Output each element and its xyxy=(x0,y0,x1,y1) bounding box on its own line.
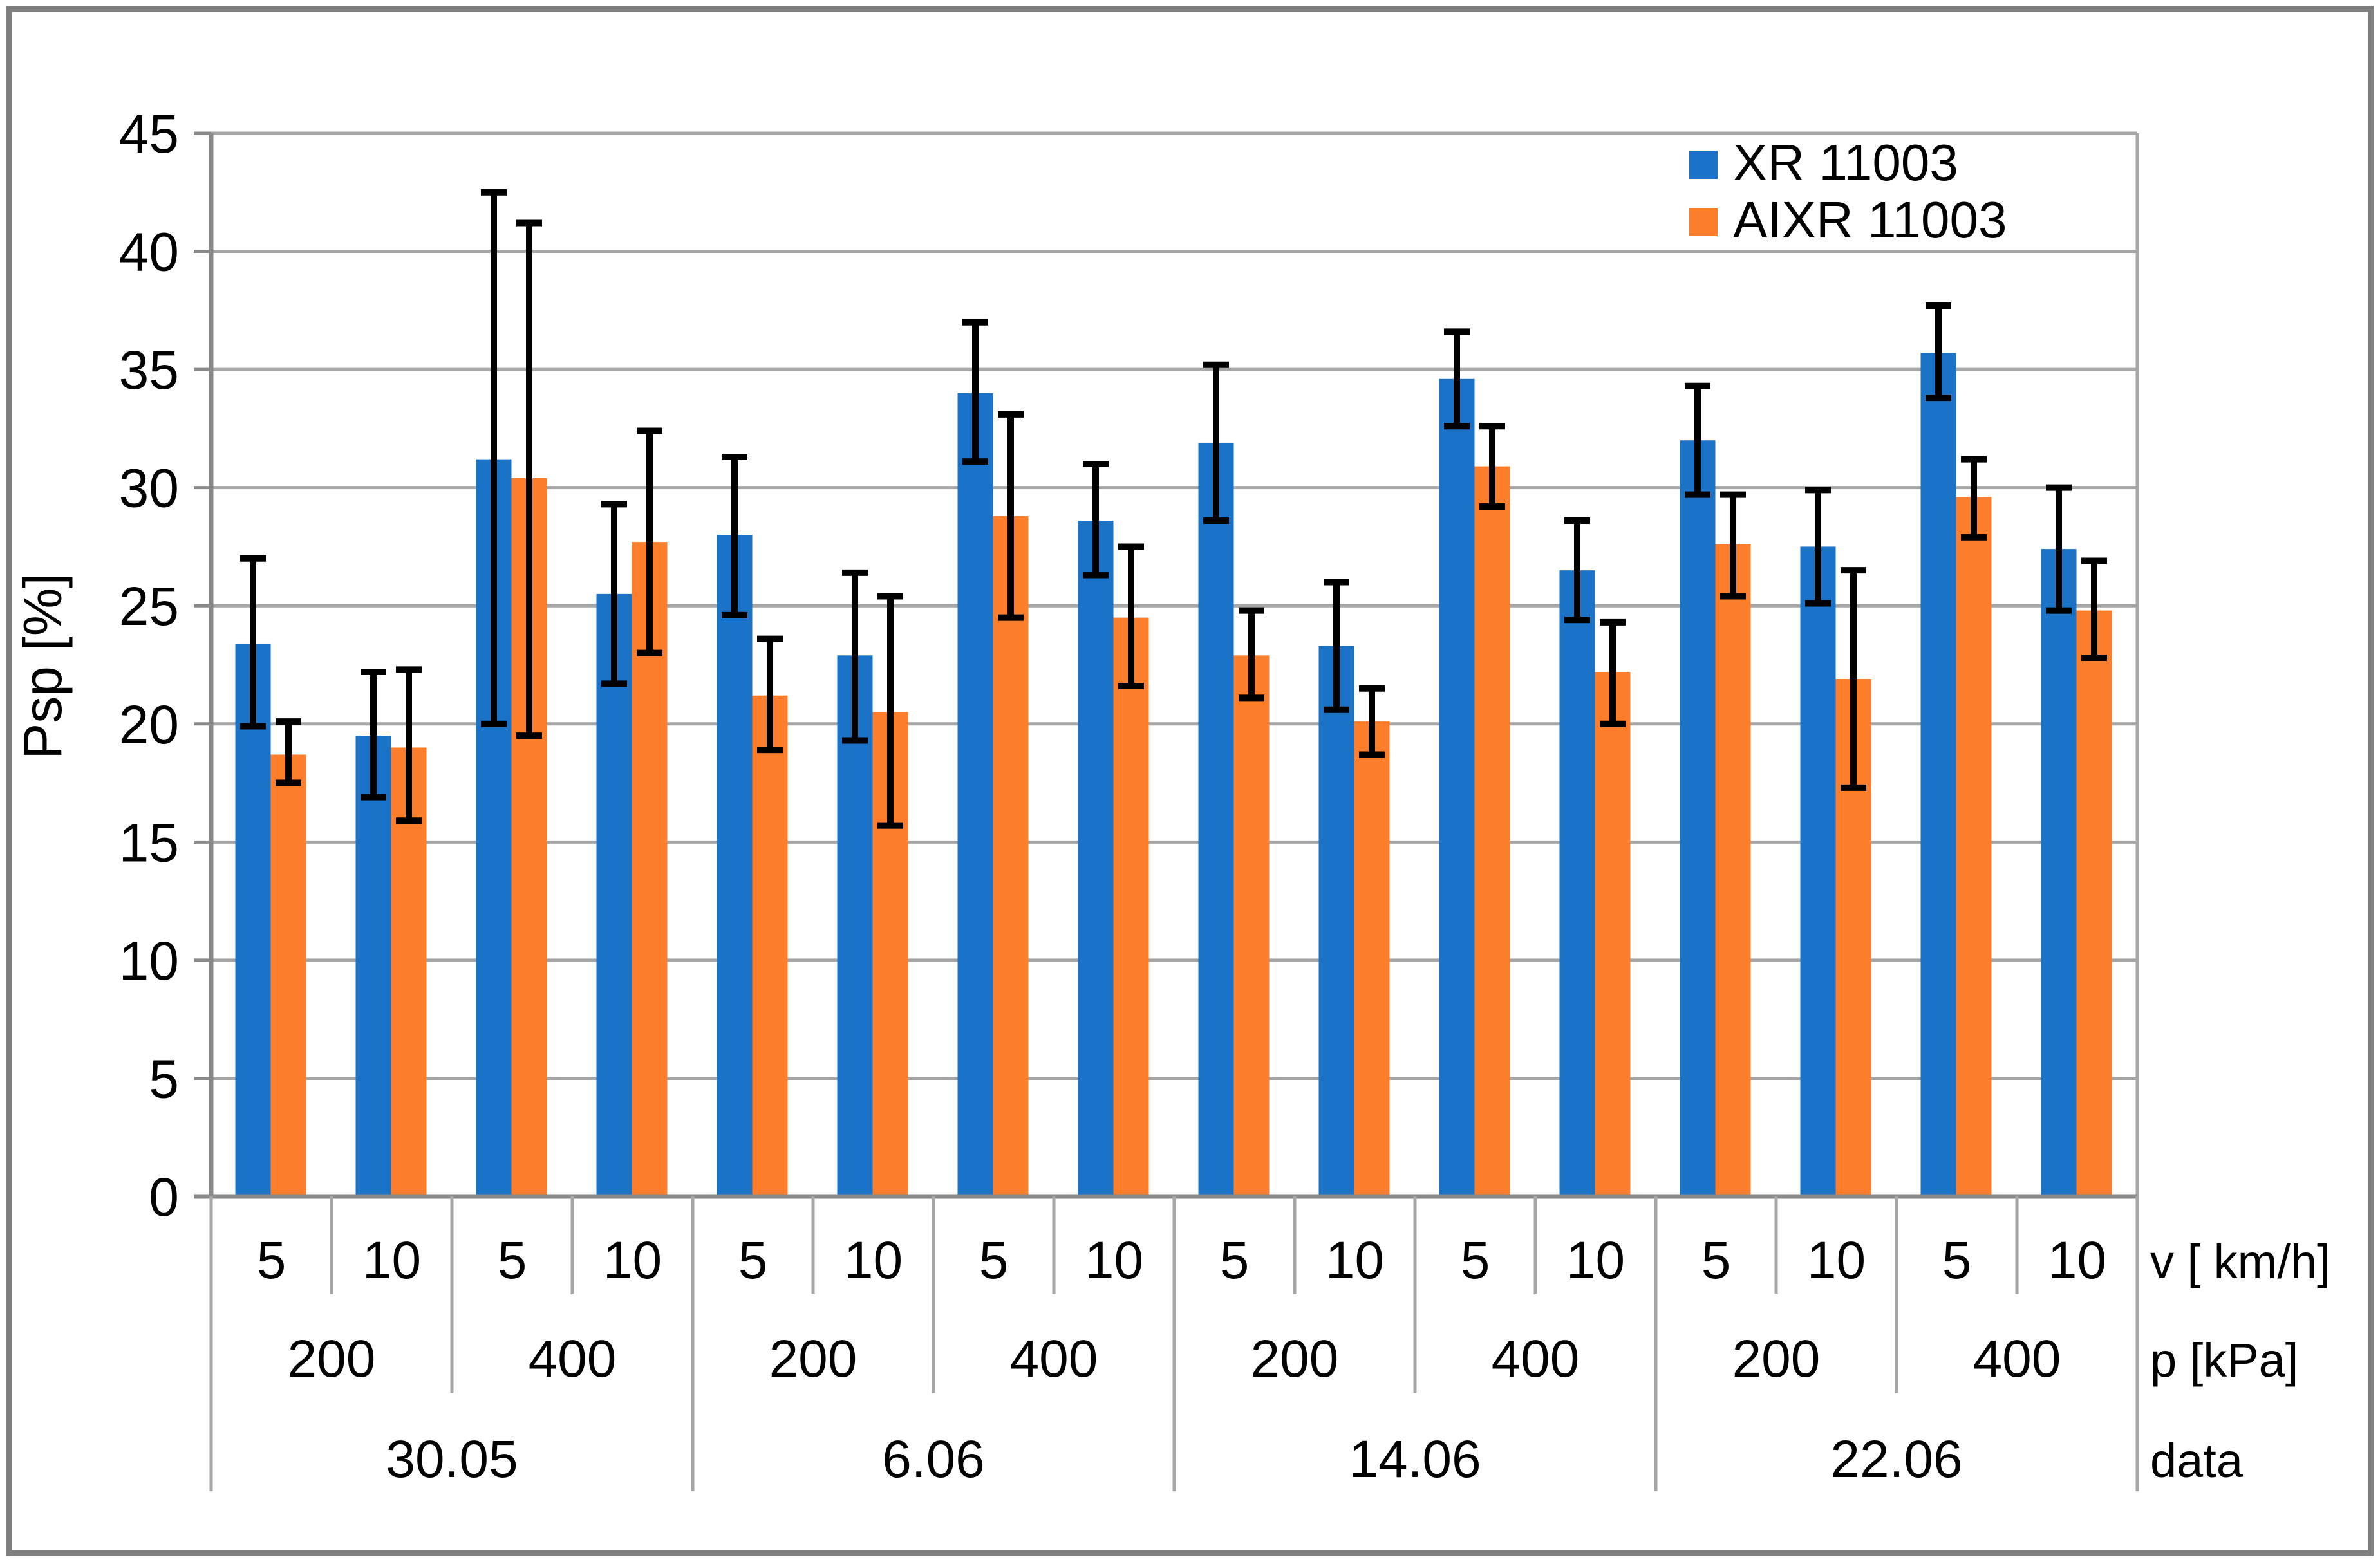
x-label-speed: 5 xyxy=(1461,1231,1490,1290)
bar-aixr-11003 xyxy=(1715,544,1751,1196)
bar-aixr-11003 xyxy=(1113,617,1149,1196)
x-label-speed: 5 xyxy=(1942,1231,1972,1290)
x-label-speed: 10 xyxy=(362,1231,421,1290)
x-label-pressure: 200 xyxy=(1732,1330,1821,1388)
x-label-speed: 5 xyxy=(979,1231,1009,1290)
x-label-speed: 10 xyxy=(1566,1231,1625,1290)
x-label-date: 6.06 xyxy=(882,1430,985,1489)
y-tick-label: 20 xyxy=(119,694,179,755)
bar-xr-11003 xyxy=(355,736,391,1196)
bar-xr-11003 xyxy=(1198,442,1234,1196)
bar-aixr-11003 xyxy=(1956,497,1992,1197)
y-tick-label: 25 xyxy=(119,576,179,637)
legend-swatch-aixr-11003 xyxy=(1689,208,1718,236)
bar-xr-11003 xyxy=(1559,570,1595,1196)
y-tick-label: 35 xyxy=(119,340,179,400)
x-label-speed: 10 xyxy=(2048,1231,2106,1290)
bar-xr-11003 xyxy=(596,593,632,1196)
bar-xr-11003 xyxy=(1078,521,1114,1196)
bar-aixr-11003 xyxy=(752,695,788,1196)
axis-row-title-pressure: p [kPa] xyxy=(2150,1334,2298,1387)
y-axis-title: Psp [%] xyxy=(12,573,73,759)
x-label-speed: 10 xyxy=(1085,1231,1143,1290)
bar-xr-11003 xyxy=(1439,378,1475,1196)
axis-row-title-date: data xyxy=(2150,1434,2244,1487)
bar-xr-11003 xyxy=(1800,546,1836,1196)
legend-label-aixr-11003: AIXR 11003 xyxy=(1733,191,2007,248)
x-label-pressure: 200 xyxy=(769,1330,857,1388)
x-label-speed: 10 xyxy=(1807,1231,1866,1290)
y-tick-label: 30 xyxy=(119,458,179,519)
y-tick-label: 0 xyxy=(149,1167,179,1227)
bar-aixr-11003 xyxy=(1233,655,1270,1196)
x-label-pressure: 400 xyxy=(1492,1330,1580,1388)
bar-aixr-11003 xyxy=(993,516,1029,1196)
bar-aixr-11003 xyxy=(270,754,306,1196)
x-label-speed: 5 xyxy=(498,1231,527,1290)
bar-xr-11003 xyxy=(1318,646,1354,1196)
bar-xr-11003 xyxy=(235,643,271,1196)
x-label-speed: 5 xyxy=(1220,1231,1250,1290)
x-label-date: 14.06 xyxy=(1349,1430,1481,1489)
x-label-speed: 5 xyxy=(738,1231,768,1290)
y-tick-label: 45 xyxy=(119,104,179,164)
x-label-pressure: 200 xyxy=(1251,1330,1339,1388)
x-label-pressure: 400 xyxy=(529,1330,617,1388)
bar-aixr-11003 xyxy=(1474,466,1510,1196)
bar-xr-11003 xyxy=(837,655,873,1196)
figure-border xyxy=(6,6,2374,1556)
x-label-speed: 10 xyxy=(844,1231,903,1290)
y-tick-label: 10 xyxy=(119,931,179,991)
axis-row-title-speed: v [ km/h] xyxy=(2150,1235,2330,1288)
y-tick-label: 15 xyxy=(119,812,179,873)
bar-xr-11003 xyxy=(1680,440,1716,1197)
y-tick-label: 5 xyxy=(149,1048,179,1109)
x-label-date: 22.06 xyxy=(1830,1430,1962,1489)
bar-aixr-11003 xyxy=(1595,672,1631,1196)
bar-xr-11003 xyxy=(1920,353,1956,1196)
x-label-speed: 10 xyxy=(1326,1231,1384,1290)
x-label-speed: 5 xyxy=(257,1231,286,1290)
x-label-date: 30.05 xyxy=(386,1430,518,1489)
x-label-speed: 5 xyxy=(1701,1231,1731,1290)
bar-xr-11003 xyxy=(957,393,993,1196)
x-label-pressure: 200 xyxy=(288,1330,376,1388)
bar-xr-11003 xyxy=(2041,549,2077,1196)
y-tick-label: 40 xyxy=(119,222,179,283)
bar-xr-11003 xyxy=(717,535,753,1196)
x-label-pressure: 400 xyxy=(1010,1330,1098,1388)
legend-label-xr-11003: XR 11003 xyxy=(1733,134,1958,191)
bar-aixr-11003 xyxy=(1354,721,1390,1196)
bar-aixr-11003 xyxy=(2076,610,2112,1196)
legend-swatch-xr-11003 xyxy=(1689,151,1718,179)
x-label-pressure: 400 xyxy=(1973,1330,2061,1388)
x-label-speed: 10 xyxy=(603,1231,662,1290)
